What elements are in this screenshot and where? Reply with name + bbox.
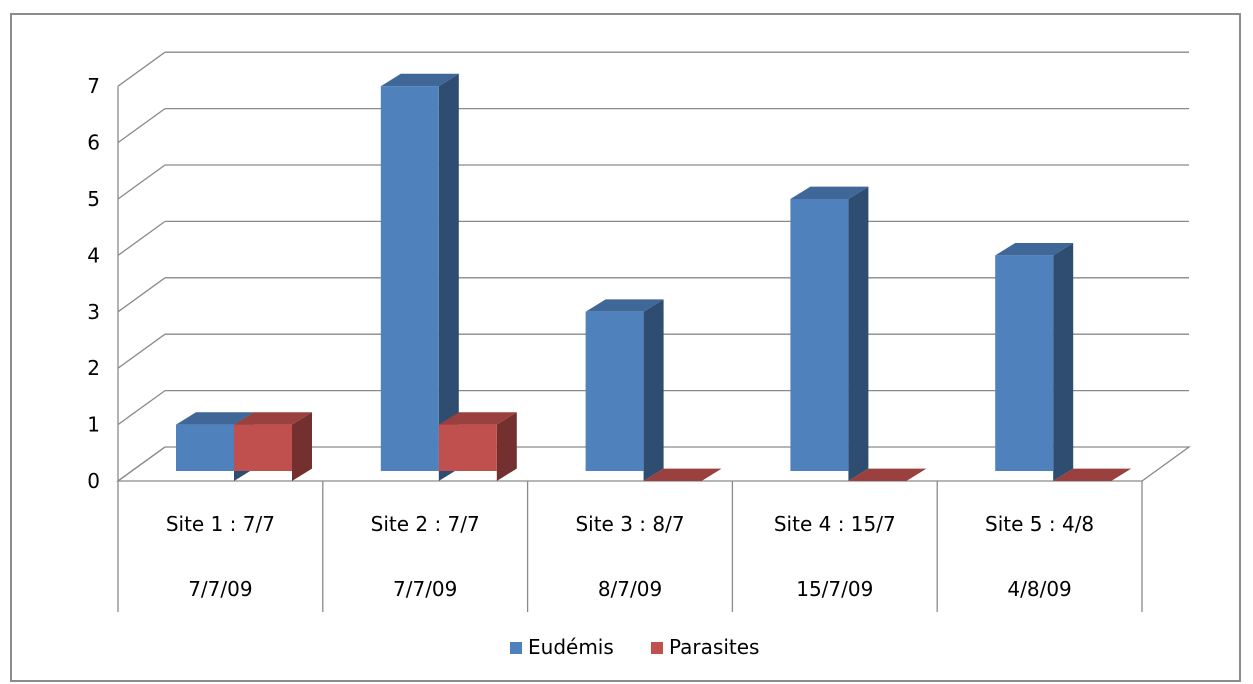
x-tick-label-date: 7/7/09 bbox=[188, 577, 252, 601]
legend-swatch bbox=[510, 642, 522, 654]
bar-side bbox=[848, 186, 869, 481]
gridline-diagonal bbox=[117, 277, 166, 313]
x-tick-label: Site 3 : 8/7 bbox=[575, 512, 684, 536]
x-tick-label-date: 8/7/09 bbox=[598, 577, 662, 601]
gridline-diagonal bbox=[117, 220, 166, 256]
bar-parasites bbox=[1053, 468, 1132, 481]
bar-front bbox=[234, 424, 292, 471]
bar-front bbox=[438, 424, 497, 471]
bar-parasites bbox=[848, 468, 927, 481]
gridline-diagonal bbox=[117, 108, 166, 144]
bar-front bbox=[790, 199, 849, 471]
bars bbox=[176, 73, 1132, 482]
axes: 0 1 2 3 4 5 6 7 Site 1 : 7/7 7/7/09 Site 2 : 7/7 7/… bbox=[87, 74, 1143, 612]
bar-eud-mis bbox=[995, 243, 1074, 481]
y-tick-label: 7 bbox=[87, 74, 100, 98]
gridline-diagonal bbox=[117, 333, 166, 369]
x-tick-label: Site 5 : 4/8 bbox=[985, 512, 1094, 536]
bar-top bbox=[380, 73, 459, 87]
x-tick-label-date: 4/8/09 bbox=[1007, 577, 1071, 601]
bar-eud-mis bbox=[585, 299, 664, 481]
x-tick-label-date: 7/7/09 bbox=[393, 577, 457, 601]
bar-front bbox=[380, 86, 439, 471]
bar-parasites bbox=[234, 412, 312, 481]
x-tick-label: Site 2 : 7/7 bbox=[371, 512, 480, 536]
bar-front bbox=[585, 311, 644, 471]
x-tick-label: Site 4 : 15/7 bbox=[774, 512, 896, 536]
bar-top bbox=[643, 468, 722, 481]
gridline-diagonal bbox=[117, 390, 166, 426]
bar-top bbox=[176, 412, 254, 425]
x-tick-label: Site 1 : 7/7 bbox=[166, 512, 275, 536]
bar-eud-mis bbox=[790, 186, 869, 481]
y-tick-label: 1 bbox=[87, 413, 100, 437]
gridline-diagonal bbox=[117, 164, 166, 200]
bar-side bbox=[496, 412, 517, 481]
y-tick-label: 3 bbox=[87, 300, 100, 324]
bar-top bbox=[790, 186, 869, 199]
bar-top bbox=[234, 412, 312, 425]
y-tick-label: 2 bbox=[87, 356, 100, 380]
bar-top bbox=[438, 412, 517, 425]
bar-side bbox=[1053, 243, 1074, 481]
bar-top bbox=[585, 299, 664, 312]
bar-side bbox=[292, 412, 312, 481]
legend-label: Eudémis bbox=[528, 635, 614, 659]
gridline-diagonal bbox=[117, 51, 166, 87]
bar-side bbox=[643, 299, 664, 481]
gridline-diagonal bbox=[117, 446, 166, 482]
bar-parasites bbox=[643, 468, 722, 481]
bar-front bbox=[176, 424, 234, 471]
legend: Eudémis Parasites bbox=[510, 635, 759, 659]
bar-eud-mis bbox=[380, 73, 459, 482]
legend-swatch bbox=[651, 642, 663, 654]
bar-side bbox=[438, 73, 459, 482]
y-tick-label: 4 bbox=[87, 243, 100, 267]
legend-label: Parasites bbox=[669, 635, 759, 659]
y-tick-label: 5 bbox=[87, 187, 100, 211]
y-tick-label: 0 bbox=[87, 469, 100, 493]
y-tick-label: 6 bbox=[87, 131, 100, 155]
bar-top bbox=[995, 243, 1074, 256]
bar-top bbox=[848, 468, 927, 481]
bar-parasites bbox=[438, 412, 517, 481]
x-tick-label-date: 15/7/09 bbox=[796, 577, 873, 601]
bar-top bbox=[1053, 468, 1132, 481]
bar-front bbox=[995, 255, 1054, 471]
